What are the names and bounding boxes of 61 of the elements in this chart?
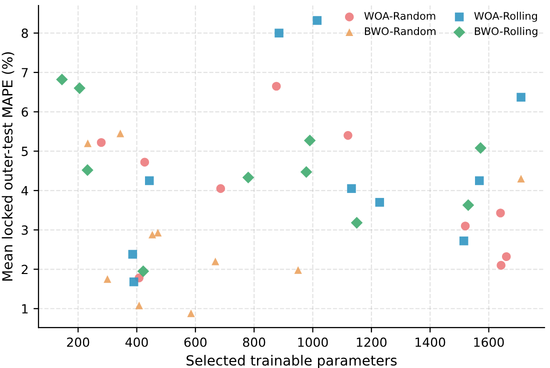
point [84,139,92,148]
y-tick-label: 8 [22,28,28,38]
point [517,174,525,183]
point [460,222,470,230]
point [82,164,94,176]
y-tick-label: 5 [22,146,28,156]
point [116,130,124,138]
point [148,230,156,238]
legend-label: WOA-Random [364,12,436,20]
point [312,16,322,25]
point [474,176,484,186]
y-tick-label: 4 [21,186,28,196]
point [144,176,154,186]
point [216,184,226,193]
point [300,166,312,178]
x-tick-label: 1000 [298,337,328,347]
point [347,184,356,193]
point [212,258,220,266]
x-axis-title: Selected trainable parameters [186,354,397,368]
point [496,260,506,270]
y-tick-label: 2 [22,264,28,274]
point [74,82,86,94]
point [344,131,352,140]
x-tick-label: 1600 [474,337,504,347]
point [459,236,468,246]
point [502,252,511,262]
x-tick-label: 400 [125,337,148,347]
point [462,199,474,211]
y-tick-label: 6 [22,107,28,117]
point [294,266,302,274]
x-tick-label: 1200 [356,337,387,347]
y-tick-label: 3 [22,225,28,235]
point [242,172,254,184]
legend-label: BWO-Rolling [474,27,538,38]
point [274,28,284,38]
legend-label: BWO-Random [364,27,436,36]
point [474,142,486,154]
legend-label: WOA-Rolling [474,12,537,22]
point [375,198,384,207]
point [350,216,363,229]
point [304,134,316,146]
point [56,74,68,86]
point [154,228,162,236]
point [496,208,505,218]
point [129,277,138,286]
x-tick-label: 600 [184,337,207,347]
point [187,310,195,318]
y-tick-label: 7 [22,68,28,78]
point [516,92,526,102]
x-tick-label: 200 [67,337,90,347]
x-tick-label: 800 [243,337,266,347]
point [104,275,112,283]
point [137,265,150,278]
point [128,250,138,259]
point [140,158,150,167]
y-axis-title: Mean locked outer-test MAPE (%) [2,52,14,281]
point [272,82,281,91]
x-tick-label: 1400 [416,337,446,347]
point [96,138,106,147]
y-tick-label: 1 [22,304,28,314]
point [135,302,143,310]
